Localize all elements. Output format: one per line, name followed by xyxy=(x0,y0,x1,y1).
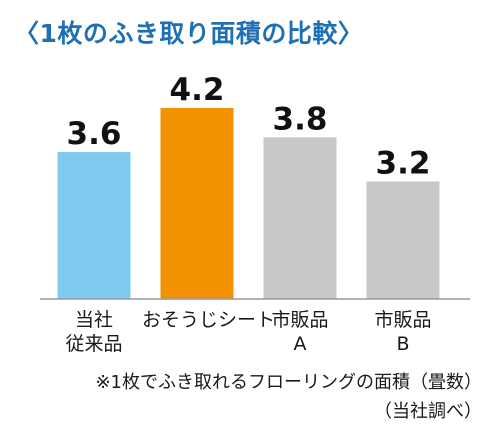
category-label-line1: 市販品 xyxy=(374,309,432,331)
category-label-line1: 市販品 xyxy=(271,309,329,331)
bar-market-b xyxy=(366,181,440,299)
chart-title: 〈1枚のふき取り面積の比較〉 xyxy=(14,19,364,48)
value-labels-group: 3.6 4.2 3.8 3.2 xyxy=(67,72,431,181)
value-label-market-b: 3.2 xyxy=(376,145,431,181)
value-label-market-a: 3.8 xyxy=(273,101,328,137)
bars-group xyxy=(57,108,440,299)
category-label-line2: A xyxy=(293,333,307,355)
value-label-current-product: 3.6 xyxy=(67,116,122,152)
bar-current-product xyxy=(57,152,131,299)
category-label-cleaning-sheet: おそうじシート xyxy=(142,308,276,332)
category-label-line2: B xyxy=(396,333,410,355)
bar-market-a xyxy=(263,137,337,299)
category-label-line1: 当社 xyxy=(74,309,113,331)
category-label-market-a: 市販品 A xyxy=(245,308,355,356)
category-label-current-product: 当社 従来品 xyxy=(39,308,149,356)
category-label-line2: 従来品 xyxy=(65,333,123,355)
value-label-cleaning-sheet: 4.2 xyxy=(170,72,225,108)
footnote-text: ※1枚でふき取れるフローリングの面積（畳数） xyxy=(95,372,482,393)
bar-cleaning-sheet xyxy=(160,108,234,299)
category-label-line1: おそうじシート xyxy=(142,309,276,331)
footnote-source: （当社調べ） xyxy=(374,401,482,422)
category-label-market-b: 市販品 B xyxy=(348,308,458,356)
